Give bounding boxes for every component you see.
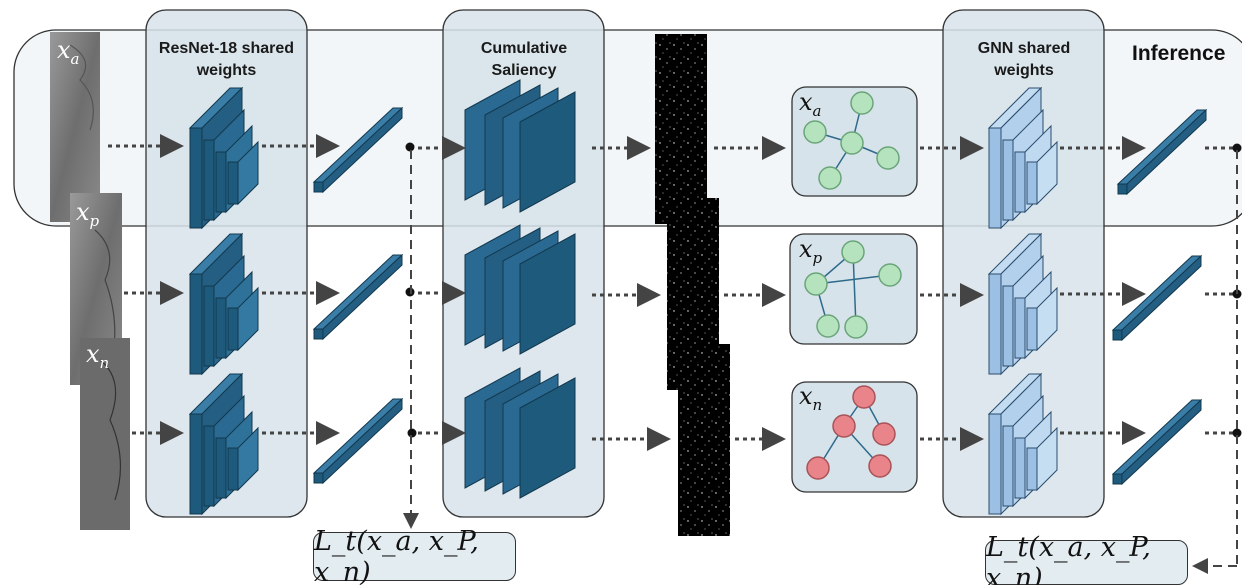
input-image-negative <box>80 338 130 530</box>
feature-vector-positive <box>312 253 404 341</box>
gnn-embedding-negative <box>1111 398 1203 486</box>
feature-vector-anchor <box>312 106 404 194</box>
loss-connectors <box>403 150 1238 574</box>
resnet-block-positive <box>188 232 259 376</box>
junction-dot <box>407 428 417 438</box>
saliency-stack-negative <box>464 367 576 499</box>
saliency-map-anchor <box>655 34 707 224</box>
graph-anchor <box>803 91 900 190</box>
resnet-title: ResNet-18 shared weights <box>158 40 295 79</box>
graph-label-positive: xp <box>799 235 823 267</box>
triplet-loss-left: L_t(x_a, x_P, x_n) <box>313 526 516 585</box>
gnn-embedding-anchor <box>1116 108 1208 196</box>
junction-dot <box>1232 143 1242 153</box>
gnn-block-positive <box>987 232 1058 376</box>
graph-label-negative: xn <box>799 382 823 414</box>
resnet-block-anchor <box>188 86 259 230</box>
gnn-embedding-positive <box>1111 254 1203 342</box>
saliency-stack-anchor <box>464 79 576 213</box>
saliency-stack-positive <box>464 224 576 355</box>
gnn-title: GNN shared weights <box>977 40 1071 79</box>
saliency-title: Cumulative Saliency <box>480 40 568 79</box>
input-label-positive: xp <box>76 198 100 230</box>
flow-arrows <box>108 134 1236 451</box>
graph-negative <box>806 385 896 480</box>
junction-dot <box>405 142 415 152</box>
triplet-loss-right: L_t(x_a, x_P, x_n) <box>985 532 1188 585</box>
feature-vector-negative <box>312 397 404 485</box>
input-image-anchor <box>50 32 100 222</box>
graph-positive <box>804 240 902 339</box>
resnet-block-negative <box>188 372 259 516</box>
junction-dot <box>1232 428 1242 438</box>
inference-label: Inference <box>1132 42 1226 65</box>
input-label-negative: xn <box>86 340 110 372</box>
gnn-block-negative <box>987 372 1058 516</box>
gnn-block-anchor <box>987 86 1058 230</box>
saliency-map-negative <box>678 344 730 536</box>
graph-label-anchor: xa <box>799 88 822 120</box>
input-label-anchor: xa <box>57 36 80 68</box>
